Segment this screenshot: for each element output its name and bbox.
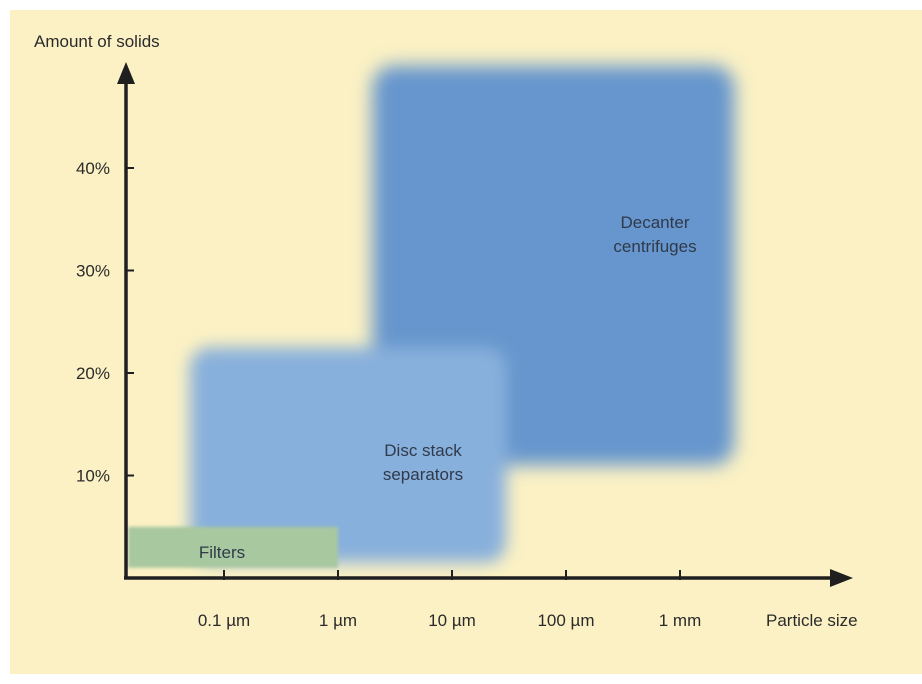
- x-tick-label: 1 mm: [659, 611, 702, 630]
- region-decanter-label-line: Decanter: [621, 213, 690, 232]
- x-axis-title: Particle size: [766, 611, 858, 630]
- x-tick-label: 1 µm: [319, 611, 357, 630]
- x-tick-label: 100 µm: [537, 611, 594, 630]
- y-tick-label: 40%: [76, 159, 110, 178]
- x-tick-label: 0.1 µm: [198, 611, 250, 630]
- y-tick-label: 30%: [76, 262, 110, 281]
- region-disc-stack: Disc stack separators: [189, 347, 507, 563]
- x-ticks-layer: 0.1 µm 1 µm 10 µm 100 µm 1 mm: [198, 570, 701, 630]
- region-filters-area: [128, 526, 338, 568]
- y-tick-label: 10%: [76, 467, 110, 486]
- region-disc-stack-label-line: separators: [383, 465, 463, 484]
- region-filters-label-line: Filters: [199, 543, 245, 562]
- y-ticks-layer: 10% 20% 30% 40%: [76, 159, 134, 486]
- region-disc-stack-area: [189, 347, 507, 563]
- region-filters: Filters: [128, 526, 338, 568]
- y-tick-label: 20%: [76, 364, 110, 383]
- x-tick-label: 10 µm: [428, 611, 476, 630]
- x-axis-arrowhead: [830, 569, 853, 587]
- y-axis-arrowhead: [117, 62, 135, 84]
- region-decanter-label-line: centrifuges: [613, 237, 696, 256]
- y-axis-title: Amount of solids: [34, 32, 160, 51]
- region-disc-stack-label-line: Disc stack: [384, 441, 462, 460]
- regions-layer: Decanter centrifuges Disc stack separators F…: [128, 65, 735, 568]
